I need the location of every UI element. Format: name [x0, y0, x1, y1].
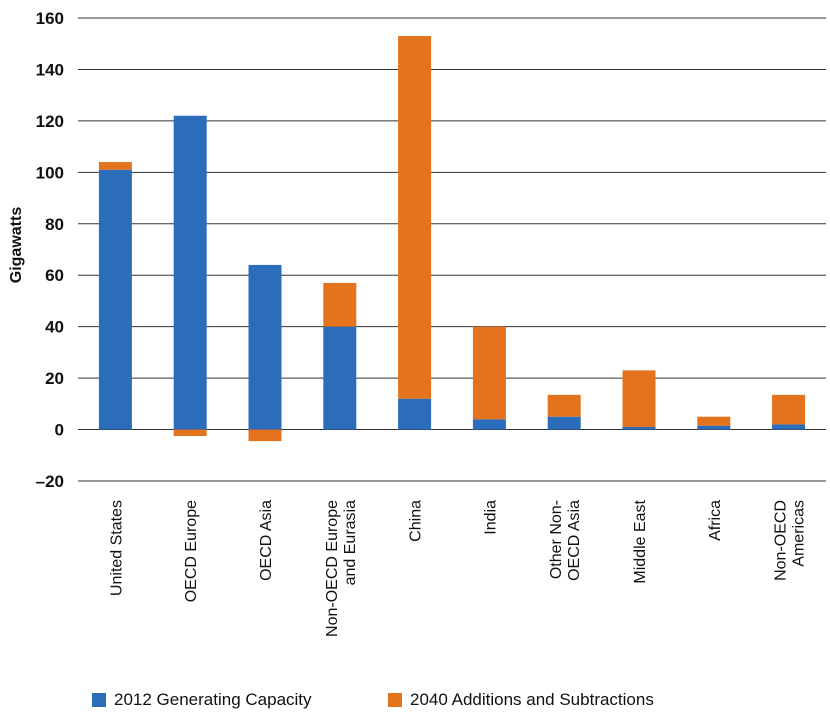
- y-axis-title: Gigawatts: [8, 207, 25, 284]
- legend-swatch-2040: [388, 693, 402, 707]
- bar-2012: [248, 264, 282, 430]
- bar-2012: [173, 115, 207, 430]
- category-labels: United States OECD Europe OECD Asia Non-OEC…: [108, 499, 807, 637]
- y-tick-label: 140: [36, 60, 64, 79]
- bar-2040: [472, 326, 506, 420]
- y-tick-label: 60: [45, 266, 64, 285]
- bar-2040: [622, 370, 656, 427]
- y-tick-label: –20: [36, 472, 64, 491]
- y-tick-label: 20: [45, 369, 64, 388]
- category-label: Non-OECD Europeand Eurasia: [324, 500, 359, 637]
- y-tick-label: 100: [36, 163, 64, 182]
- bar-2040: [98, 162, 132, 170]
- category-label: Middle East: [632, 499, 649, 583]
- bar-2012: [622, 426, 656, 430]
- legend-item-2012: 2012 Generating Capacity: [92, 690, 312, 710]
- y-tick-label: 0: [55, 421, 64, 440]
- y-tick-labels: –20 0 20 40 60 80 100 120 140 160: [36, 9, 64, 491]
- bar-2012: [398, 398, 432, 430]
- bar-2012: [98, 169, 132, 430]
- bar-2040: [173, 429, 207, 436]
- legend-label-2012: 2012 Generating Capacity: [114, 690, 312, 709]
- bar-2012: [547, 416, 581, 430]
- legend-swatch-2012: [92, 693, 106, 707]
- category-label: China: [408, 500, 425, 542]
- legend-item-2040: 2040 Additions and Subtractions: [388, 690, 654, 710]
- y-tick-label: 120: [36, 112, 64, 131]
- category-label: OECD Asia: [258, 500, 275, 581]
- bar-2040: [248, 429, 282, 442]
- category-label: United States: [108, 500, 125, 596]
- bar-2040: [323, 282, 357, 327]
- category-label: Non-OECDAmericas: [773, 500, 808, 581]
- bars: [98, 36, 806, 442]
- category-label: OECD Europe: [183, 500, 200, 602]
- legend: 2012 Generating Capacity 2040 Additions …: [0, 690, 830, 712]
- y-tick-label: 160: [36, 9, 64, 28]
- category-label: Africa: [707, 500, 724, 541]
- y-tick-label: 40: [45, 318, 64, 337]
- category-label: Other Non-OECD Asia: [548, 500, 583, 581]
- bar-2040: [547, 394, 581, 417]
- bar-2040: [398, 36, 432, 399]
- bar-2040: [772, 394, 806, 425]
- bar-2040: [697, 416, 731, 426]
- y-tick-label: 80: [45, 215, 64, 234]
- bar-2012: [472, 419, 506, 430]
- category-label: India: [482, 500, 499, 535]
- bar-2012: [697, 425, 731, 430]
- chart-svg: –20 0 20 40 60 80 100 120 140 160 United States OE…: [8, 9, 826, 637]
- bar-2012: [323, 326, 357, 430]
- bar-2012: [772, 424, 806, 430]
- legend-label-2040: 2040 Additions and Subtractions: [410, 690, 654, 709]
